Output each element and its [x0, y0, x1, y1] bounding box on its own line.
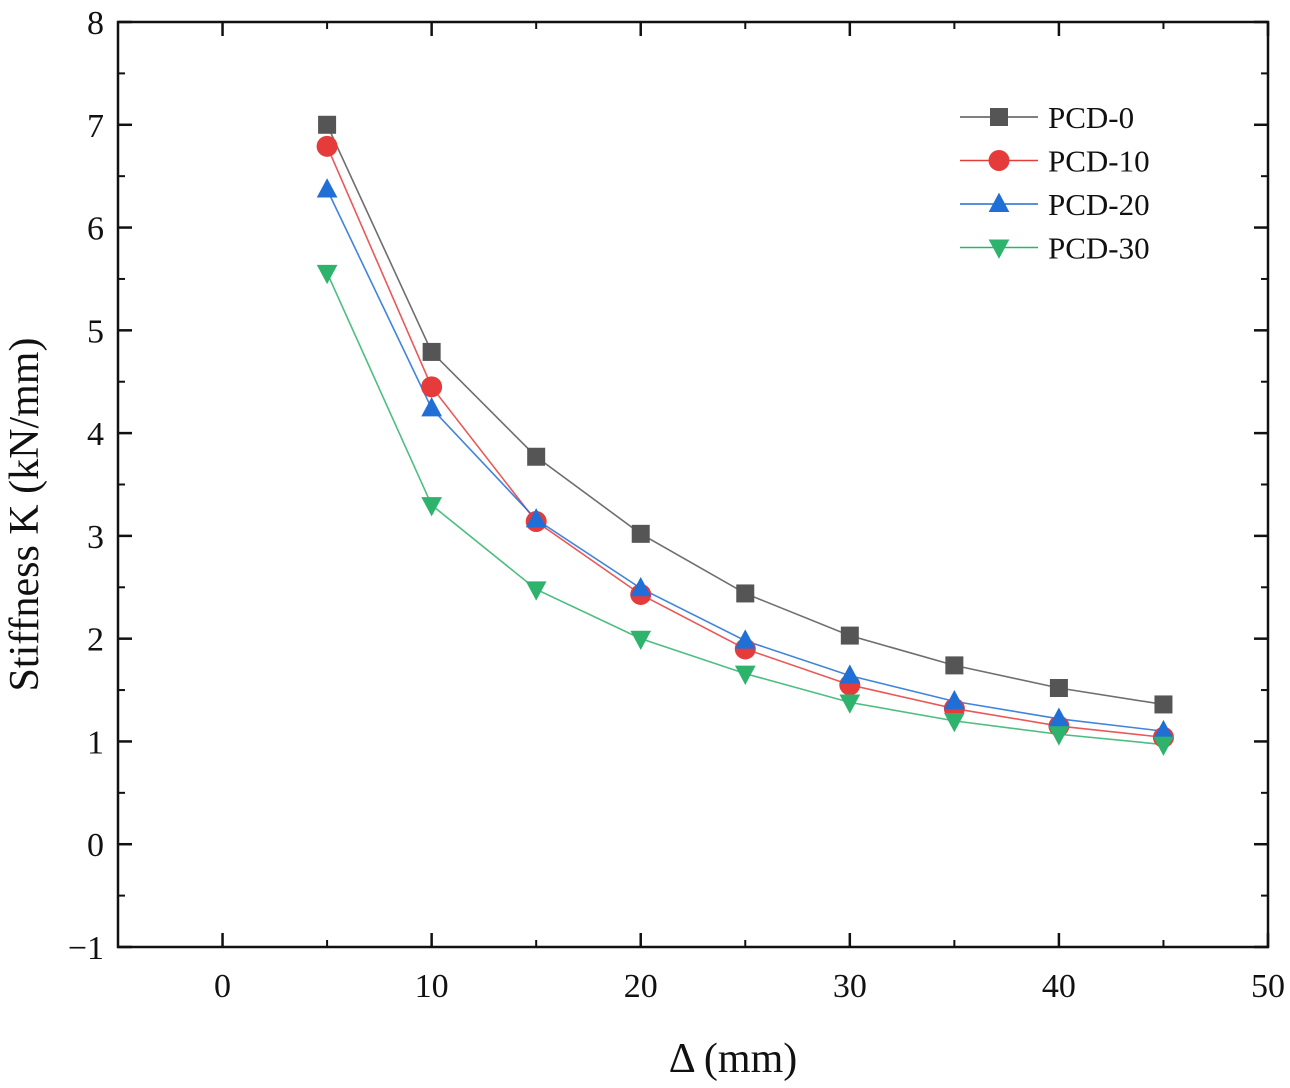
legend-item-pcd-20: PCD-20 [960, 187, 1150, 222]
data-point-pcd-30 [839, 694, 861, 714]
x-tick-label: 20 [624, 968, 658, 1005]
data-point-pcd-20 [630, 576, 652, 597]
data-point-pcd-0 [945, 656, 964, 675]
x-axis-title: Δ (mm) [669, 1036, 798, 1082]
data-point-pcd-30 [316, 264, 338, 285]
data-point-pcd-0 [736, 584, 755, 603]
y-tick-label: −1 [68, 930, 104, 967]
data-point-pcd-0 [422, 342, 441, 361]
data-point-pcd-20 [944, 690, 965, 710]
data-point-pcd-20 [734, 629, 756, 649]
y-tick-label: 2 [87, 622, 104, 659]
data-point-pcd-0 [840, 626, 859, 645]
data-point-pcd-30 [734, 665, 756, 685]
data-point-pcd-30 [421, 497, 442, 517]
legend-marker [988, 150, 1010, 171]
legend-item-pcd-0: PCD-0 [960, 100, 1134, 135]
data-point-pcd-20 [839, 664, 861, 684]
data-point-pcd-30 [944, 712, 965, 733]
x-tick-label: 30 [833, 968, 867, 1005]
legend-label: PCD-10 [1048, 144, 1150, 179]
data-point-pcd-30 [1153, 736, 1174, 756]
data-point-pcd-20 [1048, 707, 1070, 727]
legend-item-pcd-30: PCD-30 [960, 231, 1150, 266]
legend-marker [988, 239, 1010, 259]
data-point-pcd-30 [1048, 726, 1070, 746]
y-tick-label: 6 [87, 211, 104, 248]
data-point-pcd-20 [421, 397, 442, 417]
y-tick-label: 0 [87, 827, 104, 864]
y-tick-label: 4 [87, 416, 104, 453]
y-tick-label: 3 [87, 519, 104, 556]
data-point-pcd-10 [421, 376, 443, 398]
data-point-pcd-20 [525, 508, 547, 528]
data-point-pcd-30 [525, 581, 547, 601]
legend-label: PCD-20 [1048, 187, 1150, 222]
legend-label: PCD-30 [1048, 231, 1150, 266]
legend: PCD-0 PCD-10 PCD-20 PCD-30 [960, 100, 1150, 266]
y-tick-label: 5 [87, 313, 104, 350]
legend-marker [988, 192, 1010, 212]
data-point-pcd-30 [630, 630, 652, 651]
y-tick-label: 8 [87, 5, 104, 42]
legend-label: PCD-0 [1048, 100, 1134, 135]
x-tick-label: 0 [214, 968, 231, 1005]
y-tick-label: 7 [87, 108, 104, 145]
data-point-pcd-20 [316, 178, 338, 198]
data-point-pcd-0 [527, 447, 546, 466]
legend-item-pcd-10: PCD-10 [960, 144, 1150, 179]
series-markers [316, 115, 1174, 756]
plot-frame [116, 20, 1270, 949]
x-tick-label: 40 [1042, 968, 1076, 1005]
x-tick-label: 10 [415, 968, 449, 1005]
data-point-pcd-0 [1154, 695, 1173, 714]
data-point-pcd-0 [631, 524, 650, 543]
data-point-pcd-0 [318, 115, 337, 134]
tick-labels: 0 10 20 30 40 50 −1 0 1 2 3 4 5 6 7 8 [68, 5, 1285, 1005]
data-point-pcd-10 [316, 135, 338, 157]
y-axis-title: Stiffness K (kN/mm) [2, 338, 48, 692]
data-point-pcd-20 [1153, 719, 1174, 740]
legend-marker [990, 108, 1008, 126]
y-tick-label: 1 [87, 724, 104, 761]
data-point-pcd-0 [1049, 679, 1068, 697]
x-tick-label: 50 [1251, 968, 1285, 1005]
